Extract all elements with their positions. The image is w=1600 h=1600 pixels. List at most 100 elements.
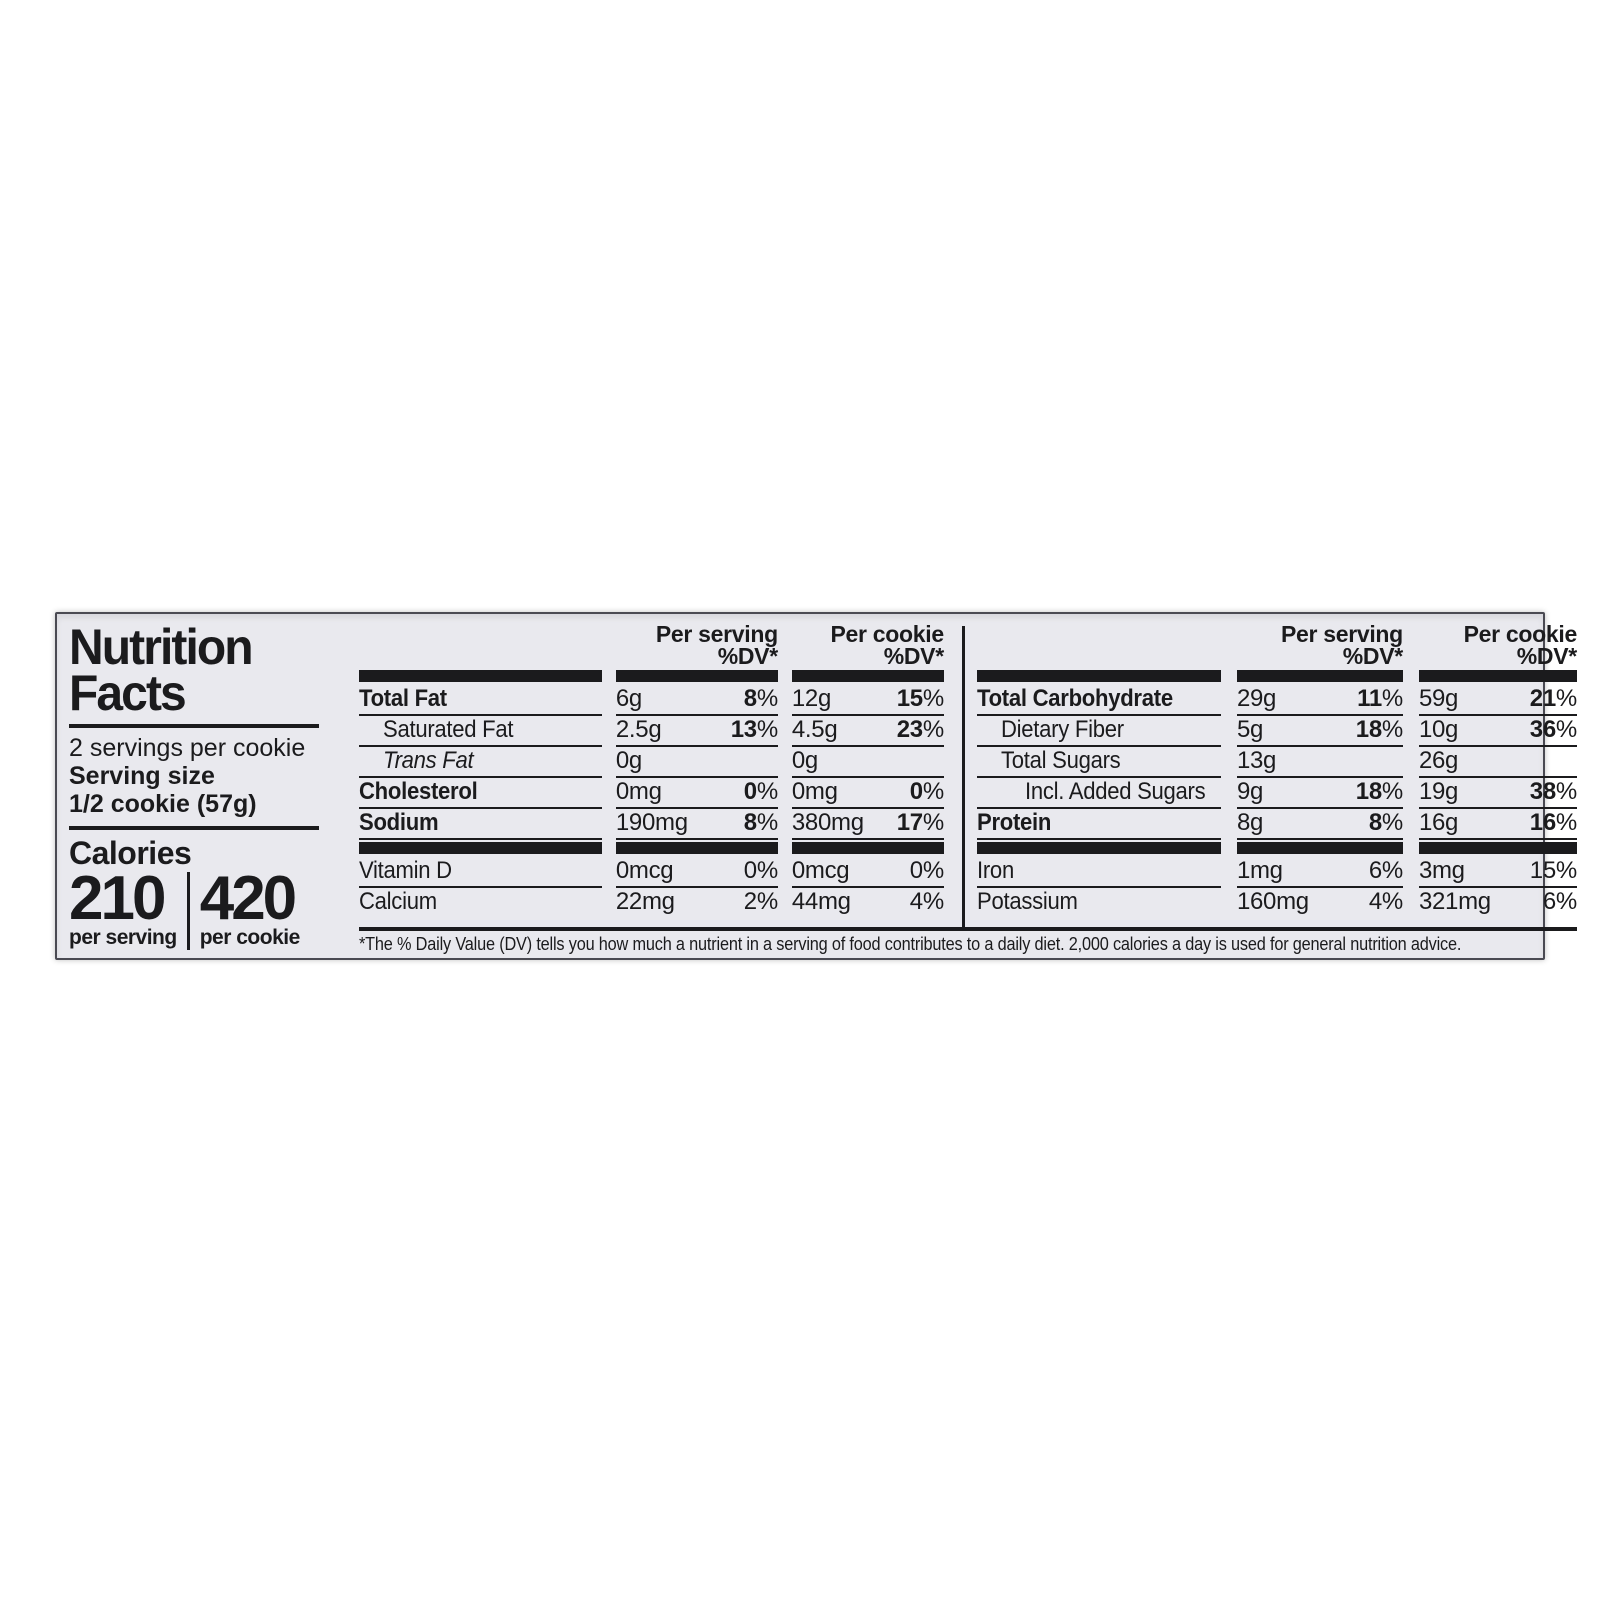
nutrient-name: Calcium: [359, 888, 437, 915]
calories-per-serving-caption: per serving: [69, 926, 177, 949]
per-cookie: 4.5g 23%: [791, 716, 944, 747]
per-cookie-amount: 0g: [791, 747, 818, 774]
per-serving-dv: 6%: [1368, 857, 1403, 884]
separator-bar: [359, 670, 602, 682]
per-serving-header-label: Per serving: [655, 621, 778, 647]
per-serving-amount: 22mg: [615, 888, 675, 915]
nutrition-facts-label: Nutrition Facts 2 servings per cookie Se…: [55, 612, 1577, 960]
nutrient-name: Trans Fat: [359, 747, 602, 778]
per-serving-dv: 8%: [743, 685, 778, 712]
per-serving-amount: 190mg: [615, 809, 688, 836]
per-cookie-amount: 4.5g: [791, 716, 838, 743]
per-serving-dv: 13%: [730, 716, 778, 743]
nutrient-row-total-sugars: Total Sugars 13g 26g: [976, 747, 1577, 778]
nutrient-row-sodium: Sodium 190mg 8% 380mg 17%: [359, 809, 944, 840]
nutrient-row-incl-added-sugars: Incl. Added Sugars 9g 18% 19g 38%: [976, 778, 1577, 809]
calories-heading: Calories: [69, 835, 192, 871]
calories-per-cookie-value: 420: [199, 864, 297, 933]
per-cookie-dv: 23%: [896, 716, 944, 743]
per-serving-dv: 0%: [743, 778, 778, 805]
separator-bar: [1236, 670, 1403, 682]
label-title: Nutrition Facts: [69, 619, 334, 721]
per-serving: 29g 11%: [1236, 685, 1403, 716]
per-serving-dv: 4%: [1368, 888, 1403, 915]
per-cookie: 26g: [1418, 747, 1577, 778]
nutrient-row-cholesterol: Cholesterol 0mg 0% 0mg 0%: [359, 778, 944, 809]
nutrient-name: Protein: [976, 809, 1221, 840]
nutrient-name: Total Carbohydrate: [976, 685, 1221, 716]
separator-bar: [615, 670, 778, 682]
per-serving-amount: 0mg: [615, 778, 662, 805]
nutrient-row-total-carbohydrate: Total Carbohydrate 29g 11% 59g 21%: [976, 685, 1577, 716]
separator-bar: [1418, 670, 1577, 682]
separator-bar-row: [976, 842, 1577, 854]
per-serving-header: Per serving %DV*: [616, 622, 778, 668]
table-divider: [961, 626, 965, 927]
separator-bar: [791, 670, 944, 682]
per-serving-amount: 8g: [1236, 809, 1264, 836]
nutrient-name: Incl. Added Sugars: [976, 778, 1221, 809]
nutrient-name: Saturated Fat: [359, 716, 602, 747]
label-title-line2: Facts: [69, 665, 187, 721]
separator-bar-row: [976, 670, 1577, 682]
: [359, 622, 602, 668]
per-cookie-dv: 17%: [896, 809, 944, 836]
per-serving-dv: 11%: [1357, 685, 1403, 712]
per-serving-amount: 0g: [615, 747, 642, 774]
nutrient-name: Vitamin D: [359, 857, 602, 888]
footnote-row: *The % Daily Value (DV) tells you how mu…: [359, 927, 1577, 954]
per-serving-dv: 0%: [743, 857, 778, 884]
per-cookie-amount: 19g: [1418, 778, 1459, 805]
per-cookie: 0mg 0%: [791, 778, 944, 809]
per-serving: 5g 18%: [1236, 716, 1403, 747]
per-cookie-dv: 0%: [909, 857, 944, 884]
nutrient-name: Potassium: [976, 888, 1078, 915]
calories-per-serving: 210 per serving: [69, 868, 187, 950]
per-cookie: 321mg 6%: [1419, 888, 1577, 919]
per-cookie-amount: 16g: [1418, 809, 1459, 836]
per-cookie-dv: 4%: [909, 888, 944, 915]
calories-values: 210 per serving 420 per cookie: [69, 864, 345, 950]
per-serving-dv: 18%: [1355, 778, 1403, 805]
per-cookie: 16g 16%: [1418, 809, 1577, 840]
per-serving-amount: 9g: [1236, 778, 1264, 805]
per-cookie-amount: 321mg: [1418, 888, 1491, 915]
per-cookie-header-label: Per cookie: [1463, 621, 1578, 647]
per-serving-amount: 2.5g: [615, 716, 662, 743]
per-serving-amount: 29g: [1236, 685, 1277, 712]
dv-header-label: %DV*: [717, 643, 778, 669]
label-title-line1: Nutrition: [69, 619, 254, 675]
per-cookie-dv: 36%: [1529, 716, 1577, 743]
nutrient-name: Cholesterol: [359, 778, 602, 809]
separator-bar-row: [359, 842, 944, 854]
per-cookie-amount: 26g: [1418, 747, 1459, 774]
separator-bar: [1418, 842, 1577, 854]
per-serving: 13g: [1236, 747, 1403, 778]
nutrient-table-right: Per serving %DV* Per cookie %DV* Total Carbo…: [976, 622, 1577, 927]
per-cookie-dv: 16%: [1529, 809, 1577, 836]
per-serving-amount: 160mg: [1236, 888, 1309, 915]
dv-header-label: %DV*: [1342, 643, 1403, 669]
per-serving-header: Per serving %DV*: [1237, 622, 1403, 668]
per-cookie: 19g 38%: [1418, 778, 1577, 809]
nutrient-row-total-fat: Total Fat 6g 8% 12g 15%: [359, 685, 944, 716]
separator-bar: [976, 842, 1221, 854]
per-serving: 0g: [615, 747, 778, 778]
per-cookie-dv: 21%: [1529, 685, 1577, 712]
nutrient-row-calcium: Calcium 22mg 2% 44mg 4%: [359, 888, 944, 919]
per-cookie-dv: 6%: [1542, 888, 1577, 915]
: [977, 622, 1221, 668]
per-cookie: 59g 21%: [1418, 685, 1577, 716]
nutrient-table-left: Per serving %DV* Per cookie %DV* Total Fat 6g…: [359, 622, 944, 927]
separator-bar-row: [359, 670, 944, 682]
calories-per-cookie: 420 per cookie: [186, 864, 310, 950]
per-cookie-amount: 12g: [791, 685, 832, 712]
nutrient-tables-row: Per serving %DV* Per cookie %DV* Total Fat 6g…: [359, 622, 1577, 927]
separator-bar: [791, 842, 944, 854]
separator-bar: [976, 670, 1221, 682]
per-serving: 1mg 6%: [1236, 857, 1403, 888]
table-header: Per serving %DV* Per cookie %DV*: [977, 622, 1577, 668]
serving-size-label: Serving size: [69, 762, 215, 790]
per-serving-header-label: Per serving: [1280, 621, 1403, 647]
nutrient-name: Total Fat: [359, 685, 602, 716]
